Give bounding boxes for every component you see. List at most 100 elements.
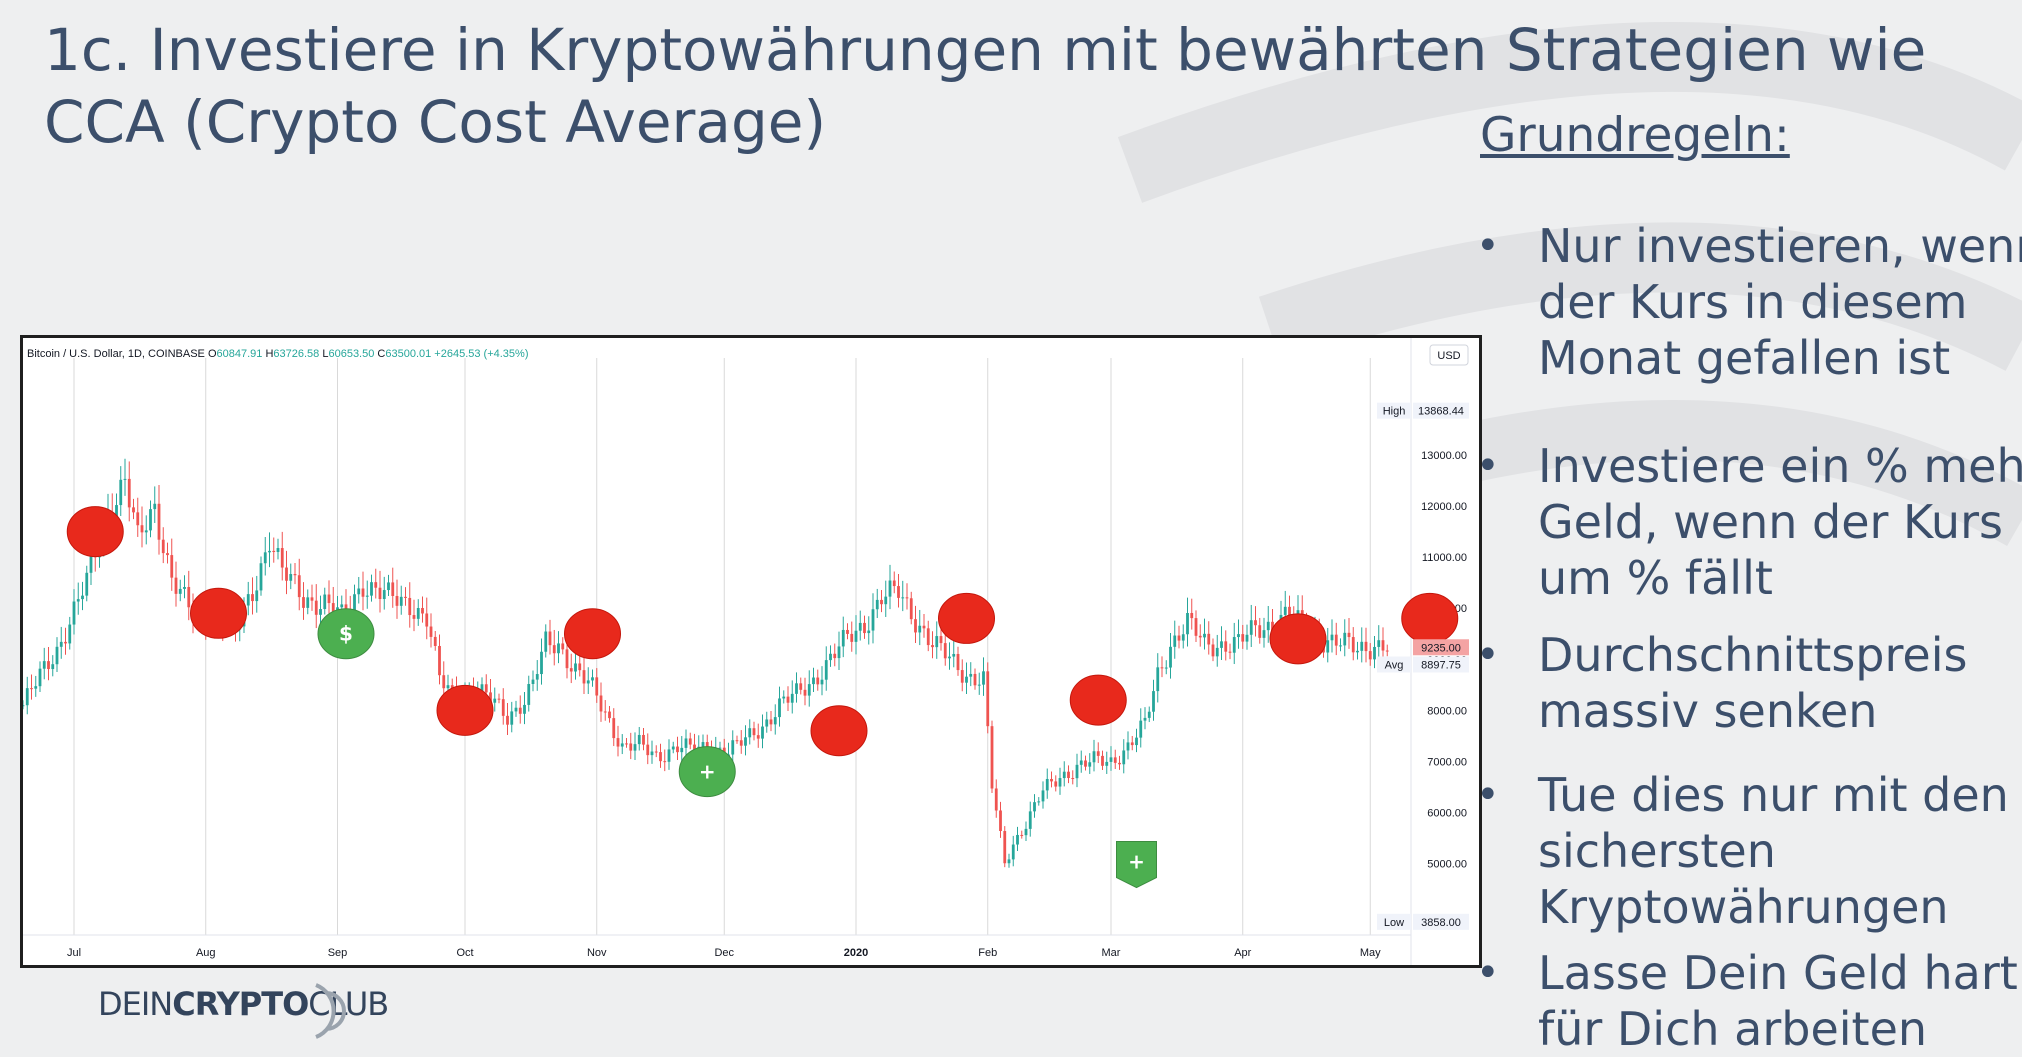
candle-body: [1160, 667, 1164, 669]
sell-marker: [1401, 592, 1459, 644]
candle-body: [327, 594, 331, 604]
candle-body: [1207, 633, 1211, 645]
x-tick-label: Feb: [978, 947, 997, 959]
candle-body: [642, 734, 645, 745]
candle-body: [59, 641, 63, 647]
candle-body: [1037, 801, 1041, 803]
candle-body: [1373, 646, 1376, 660]
candle-body: [778, 698, 781, 718]
candle-body: [616, 738, 620, 747]
candle-body: [1113, 757, 1117, 763]
candle-body: [1173, 635, 1177, 647]
candle-body: [501, 699, 505, 716]
candle-body: [136, 512, 140, 526]
candle-body: [484, 684, 488, 693]
candle-body: [756, 735, 760, 739]
candle-body: [1152, 691, 1155, 712]
candle-body: [489, 692, 492, 703]
candle-body: [569, 668, 573, 672]
ohlc-part: +2645.53 (+4.35%): [434, 348, 528, 360]
rule-line: der Kurs in diesem: [1538, 275, 1968, 329]
rule-line: Geld, wenn der Kurs: [1538, 495, 2003, 549]
logo-arc-icon: [315, 983, 346, 1039]
candle-body: [510, 711, 514, 725]
candle-body: [268, 550, 271, 553]
y-tick-label: 7000.00: [1427, 756, 1467, 768]
sell-marker: [564, 608, 621, 660]
ohlc-part: 60847.91: [217, 348, 266, 360]
candle-body: [1181, 634, 1185, 641]
candle-body: [523, 704, 526, 714]
candle-body: [854, 630, 858, 642]
candle-body: [803, 689, 807, 696]
x-tick-label: Oct: [456, 947, 473, 959]
candle-body: [1092, 751, 1096, 763]
x-tick-label: Mar: [1102, 947, 1121, 959]
candle-body: [263, 552, 267, 564]
candle-body: [629, 743, 633, 751]
candle-body: [1169, 646, 1172, 668]
candle-body: [438, 645, 441, 676]
rule-line: Investiere ein % mehr: [1538, 439, 2022, 493]
candle-body: [42, 661, 46, 669]
candle-body: [561, 643, 565, 650]
ohlc-part: O: [208, 348, 217, 360]
candle-body: [170, 555, 174, 578]
candle-body: [1258, 625, 1262, 638]
candle-body: [663, 761, 667, 763]
candle-body: [506, 715, 509, 725]
candle-body: [816, 677, 820, 685]
candle-body: [1096, 751, 1100, 756]
x-tick-label: Sep: [328, 947, 348, 959]
candle-body: [433, 636, 437, 646]
candle-body: [799, 683, 803, 690]
candle-body: [30, 688, 33, 690]
candle-body: [718, 747, 722, 749]
candle-body: [47, 661, 50, 670]
candle-body: [127, 478, 131, 508]
candle-body: [446, 685, 450, 689]
candle-body: [1249, 620, 1253, 635]
candle-body: [331, 603, 335, 615]
chart-canvas: JulAugSepOctNovDec2020FebMarAprMayJunJul…: [23, 338, 1469, 965]
candle-body: [1147, 711, 1151, 718]
candle-body: [280, 548, 284, 568]
candle-body: [650, 751, 654, 756]
candle-body: [608, 711, 611, 719]
candle-body: [748, 728, 752, 738]
sell-marker: [66, 506, 124, 558]
avg-price-value: 8897.75: [1421, 659, 1461, 671]
candle-body: [1228, 651, 1232, 653]
candle-body: [977, 684, 981, 686]
rules-heading: Grundregeln:: [1480, 108, 1790, 163]
candle-body: [880, 599, 883, 605]
candle-body: [1177, 635, 1181, 641]
candle-body: [820, 679, 824, 685]
candle-body: [310, 597, 314, 601]
candle-body: [1334, 634, 1338, 646]
candle-body: [1385, 650, 1389, 652]
candle-body: [591, 677, 594, 681]
candle-body: [187, 586, 191, 608]
candle-body: [620, 743, 624, 747]
candle-body: [1232, 637, 1236, 653]
candle-body: [293, 574, 297, 576]
candle-body: [1007, 859, 1011, 864]
price-chart[interactable]: JulAugSepOctNovDec2020FebMarAprMayJunJul…: [20, 335, 1482, 968]
candle-body: [416, 608, 420, 619]
candle-body: [837, 646, 841, 659]
candle-body: [72, 601, 76, 625]
candle-body: [1164, 667, 1168, 669]
sell-marker: [810, 705, 868, 757]
candle-body: [518, 707, 522, 714]
candle-body: [323, 594, 327, 610]
candle-body: [178, 588, 182, 594]
candle-body: [688, 738, 692, 745]
candle-body: [905, 597, 909, 599]
candle-body: [752, 728, 756, 736]
high-price-tag-box: [1377, 402, 1411, 419]
candle-body: [939, 636, 943, 644]
candle-body: [863, 622, 866, 634]
candle-body: [153, 503, 157, 510]
slide-title: 1c. Investiere in Kryptowährungen mit be…: [44, 16, 1927, 156]
